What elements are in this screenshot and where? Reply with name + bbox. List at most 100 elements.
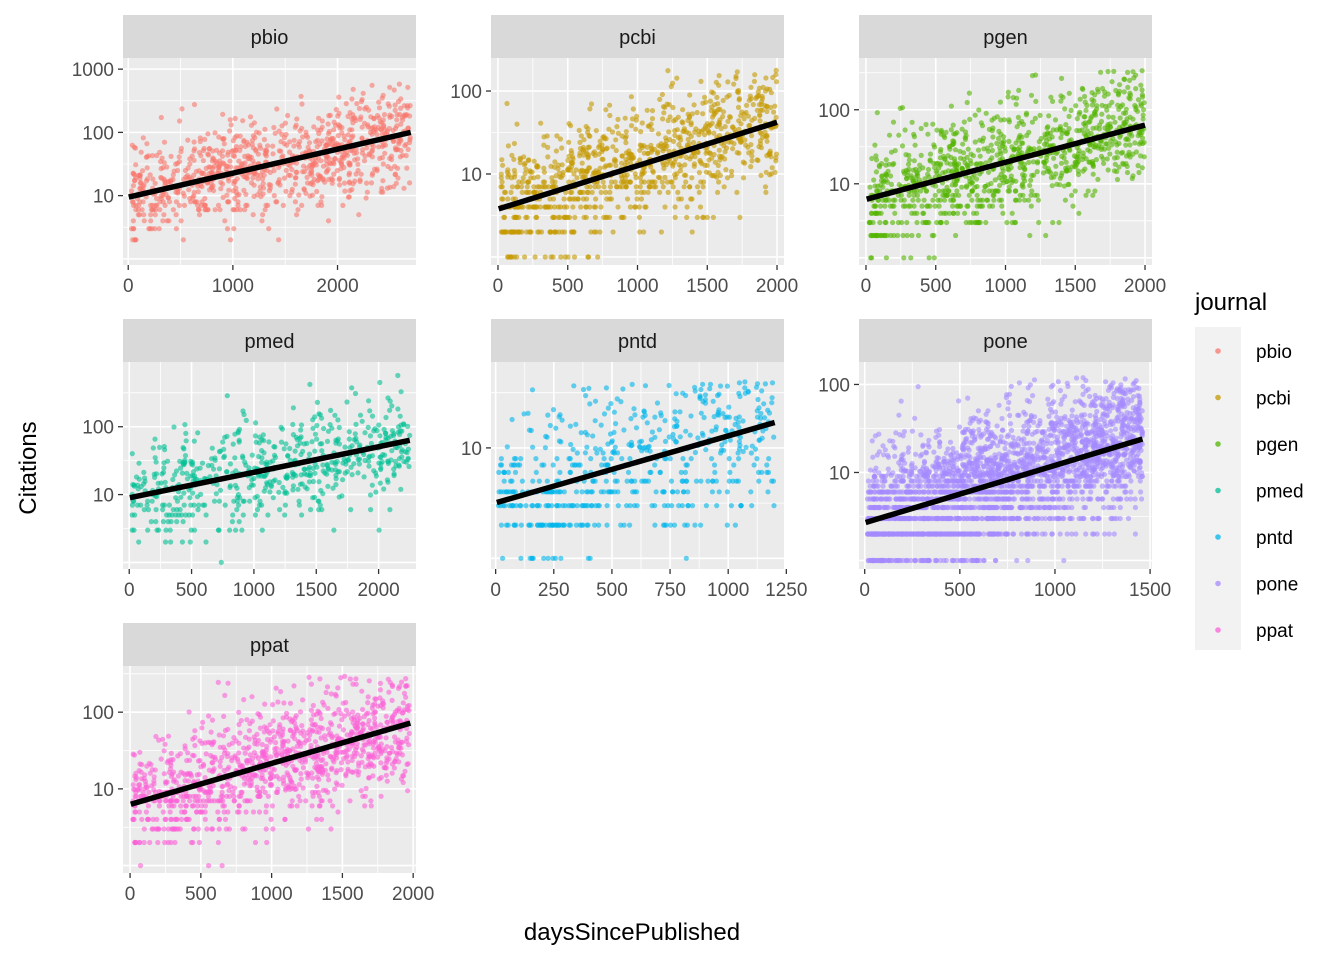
data-point <box>614 478 620 484</box>
data-point <box>295 207 301 213</box>
data-point <box>567 469 573 475</box>
data-point <box>615 204 621 210</box>
data-point <box>872 142 878 148</box>
data-point <box>227 128 233 134</box>
data-point <box>271 124 277 131</box>
data-point <box>769 165 775 171</box>
data-point <box>366 398 372 404</box>
data-point <box>882 203 888 209</box>
data-point <box>902 127 908 133</box>
data-point <box>933 183 939 189</box>
data-point <box>224 226 231 232</box>
data-point <box>914 192 921 198</box>
data-point <box>318 127 324 133</box>
data-point <box>737 214 743 220</box>
data-point <box>500 229 506 235</box>
data-point <box>725 79 731 85</box>
data-point <box>720 97 726 104</box>
data-point <box>282 502 288 508</box>
data-point <box>662 418 668 424</box>
data-point <box>874 110 880 116</box>
data-point <box>383 414 389 421</box>
data-point <box>331 127 337 133</box>
data-point <box>180 190 186 196</box>
data-point <box>165 195 171 201</box>
data-point <box>773 79 780 85</box>
data-point <box>539 522 545 528</box>
data-point <box>628 94 635 100</box>
data-point <box>183 438 189 444</box>
data-point <box>742 390 748 396</box>
data-point <box>1064 380 1070 386</box>
data-point <box>333 122 339 128</box>
data-point <box>773 67 779 73</box>
data-point <box>713 424 719 430</box>
data-point <box>175 190 181 196</box>
data-point <box>247 114 254 120</box>
data-point <box>333 482 339 488</box>
data-point <box>525 204 531 210</box>
data-point <box>314 399 320 405</box>
data-point <box>734 69 740 75</box>
data-point <box>947 439 954 445</box>
data-point <box>243 191 249 197</box>
data-point <box>1095 145 1101 151</box>
data-point <box>669 179 675 185</box>
data-point <box>691 102 697 108</box>
data-point <box>292 448 298 454</box>
data-point <box>368 180 375 186</box>
data-point <box>327 422 333 428</box>
data-point <box>724 489 731 495</box>
x-tick-label: 1000 <box>212 276 254 297</box>
data-point <box>743 444 749 450</box>
data-point <box>642 412 648 418</box>
data-point <box>571 171 577 177</box>
data-point <box>508 175 515 181</box>
data-point <box>270 495 276 501</box>
data-point <box>1006 167 1012 173</box>
data-point <box>909 119 915 125</box>
data-point <box>711 130 717 136</box>
data-point <box>567 189 574 195</box>
data-point <box>1124 169 1131 176</box>
data-point <box>365 458 372 464</box>
data-point <box>240 118 246 124</box>
data-point <box>593 196 599 202</box>
data-point <box>515 462 521 468</box>
data-point <box>557 469 563 475</box>
data-point <box>243 417 249 423</box>
data-point <box>526 179 532 185</box>
data-point <box>877 219 883 226</box>
data-point <box>1088 489 1094 495</box>
data-point <box>517 160 523 166</box>
data-point <box>266 226 272 232</box>
data-point <box>564 204 570 210</box>
data-point <box>392 107 398 113</box>
data-point <box>734 150 740 156</box>
data-point <box>583 168 590 174</box>
data-point <box>735 478 742 484</box>
data-point <box>198 491 204 497</box>
data-point <box>909 428 916 434</box>
data-point <box>292 175 298 181</box>
data-point <box>1019 118 1025 125</box>
data-point <box>149 498 155 504</box>
data-point <box>541 555 547 561</box>
data-point <box>391 471 397 477</box>
data-point <box>552 522 558 528</box>
data-point <box>554 489 560 495</box>
data-point <box>360 147 366 153</box>
data-point <box>583 214 589 220</box>
data-point <box>608 439 615 445</box>
data-point <box>1039 531 1045 537</box>
data-point <box>611 409 618 415</box>
data-point <box>130 482 136 488</box>
data-point <box>272 477 278 483</box>
data-point <box>230 153 236 159</box>
data-point <box>1080 383 1086 389</box>
data-point <box>965 163 971 169</box>
data-point <box>1046 413 1052 419</box>
data-point <box>732 522 739 528</box>
data-point <box>666 129 672 135</box>
